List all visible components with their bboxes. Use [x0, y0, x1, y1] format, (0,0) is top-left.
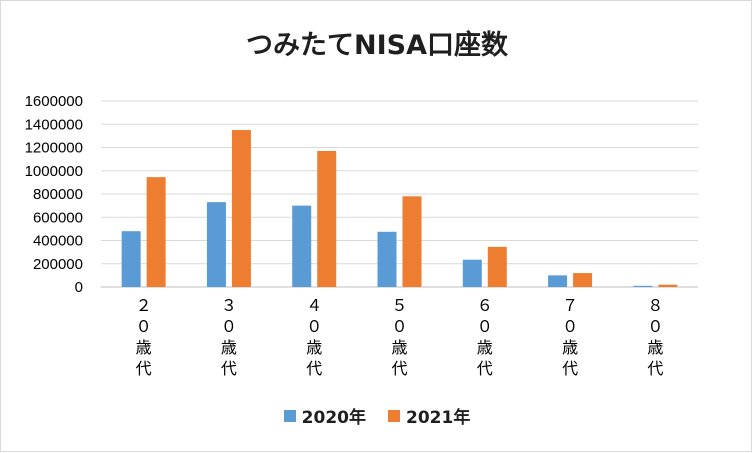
bar-2021年-６０歳代	[487, 246, 507, 287]
gridlines	[101, 100, 698, 288]
x-category-label: ３０歳代	[221, 296, 237, 378]
x-category-label: ５０歳代	[391, 296, 407, 378]
bars	[121, 130, 678, 287]
bar-2020年-７０歳代	[548, 275, 568, 287]
y-tick-label: 200000	[33, 256, 83, 273]
x-category-label: ７０歳代	[562, 296, 578, 378]
bar-2020年-６０歳代	[462, 259, 482, 287]
bar-2021年-３０歳代	[231, 130, 251, 287]
y-tick-label: 0	[75, 279, 83, 296]
legend-label: 2020年	[301, 408, 366, 428]
bar-2020年-５０歳代	[377, 231, 397, 287]
bar-2020年-２０歳代	[121, 231, 141, 287]
y-tick-label: 800000	[33, 186, 83, 203]
y-tick-label: 1600000	[25, 93, 83, 110]
y-tick-label: 400000	[33, 233, 83, 250]
bar-2021年-４０歳代	[317, 150, 337, 287]
bar-2020年-８０歳代	[633, 285, 653, 287]
y-tick-label: 600000	[33, 209, 83, 226]
x-category-label: ２０歳代	[136, 296, 152, 378]
legend-label: 2021年	[406, 408, 471, 428]
legend-item: 2021年	[388, 403, 470, 428]
bar-2021年-８０歳代	[658, 284, 678, 287]
legend-swatch	[388, 409, 400, 422]
x-category-label: ４０歳代	[306, 296, 322, 378]
bar-2021年-２０歳代	[146, 177, 166, 287]
legend: 2020年 2021年	[1, 403, 752, 428]
y-tick-label: 1400000	[25, 116, 83, 133]
y-tick-label: 1200000	[25, 140, 83, 157]
y-tick-label: 1000000	[25, 163, 83, 180]
legend-swatch	[283, 409, 296, 422]
chart-title: つみたてNISA口座数	[246, 30, 508, 61]
bar-2021年-５０歳代	[402, 196, 422, 287]
x-category-label: ６０歳代	[477, 296, 493, 378]
x-category-label: ８０歳代	[647, 296, 663, 378]
y-axis-ticks: 0 200000 400000 600000 800000 1000000 1200000 1…	[25, 93, 83, 296]
bar-2021年-７０歳代	[573, 273, 593, 287]
bar-2020年-４０歳代	[292, 205, 312, 287]
x-axis-categories: ２０歳代 ３０歳代 ４０歳代 ５０歳代 ６０歳代 ７０歳代 ８０歳代	[136, 296, 664, 378]
legend-item: 2020年	[283, 403, 366, 428]
bar-2020年-３０歳代	[206, 202, 226, 287]
